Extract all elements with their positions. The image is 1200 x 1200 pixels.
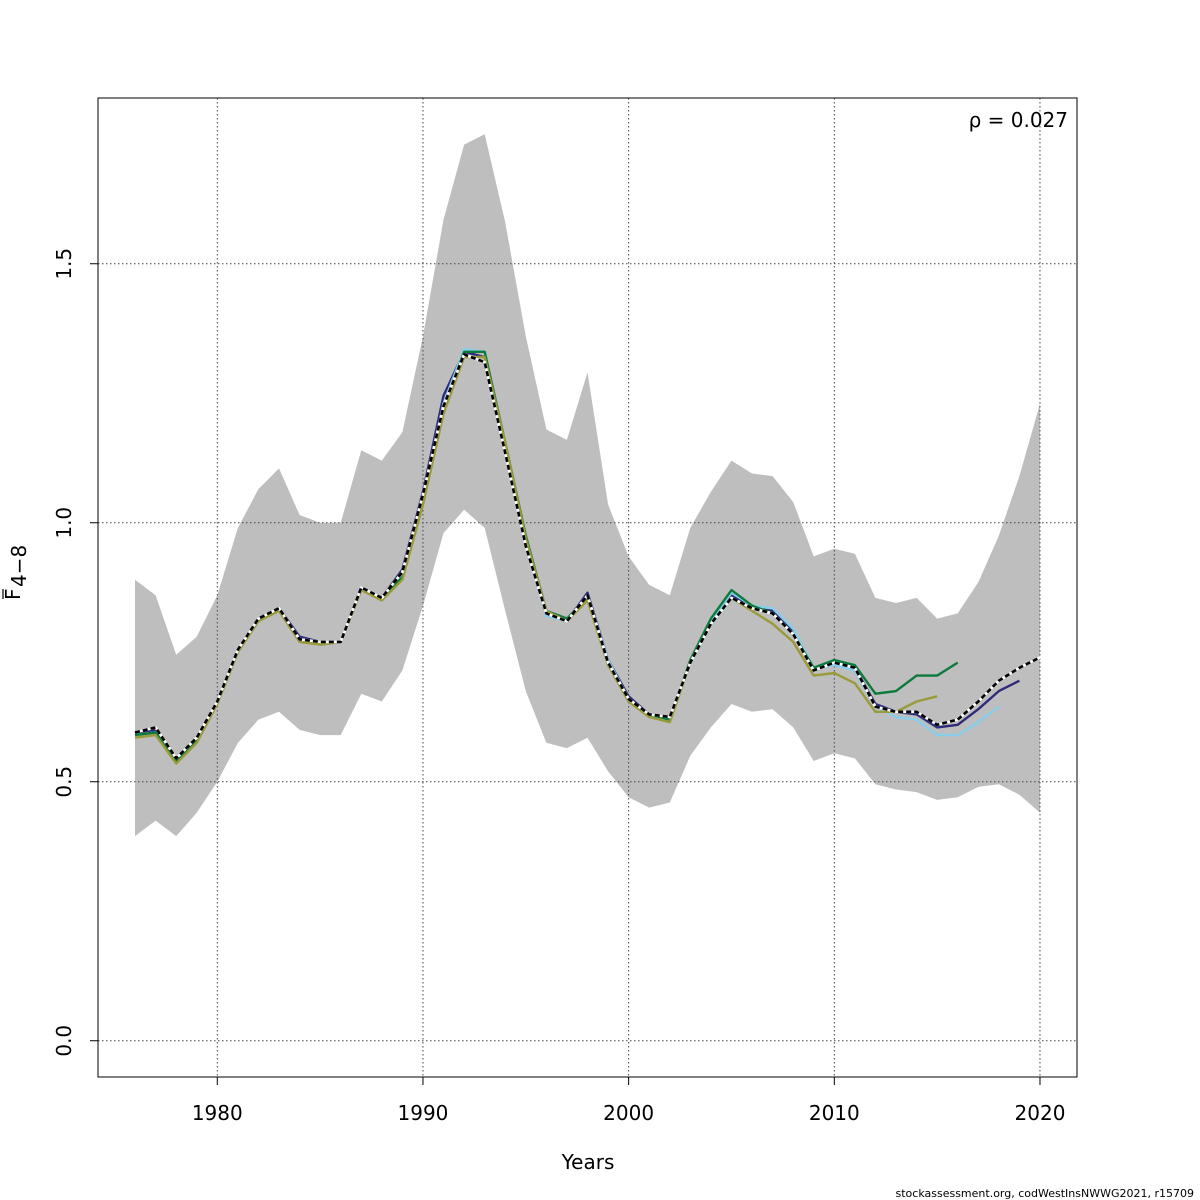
x-axis-title: Years — [561, 1150, 615, 1174]
y-axis-title-subscript: 4−8 — [7, 545, 31, 587]
y-axis-title: F 4−8 — [1, 545, 31, 600]
x-tick-label: 2000 — [603, 1101, 654, 1125]
axis-layer: 1980 1990 2000 2010 2020 0.0 0.5 1.0 1.5 — [52, 248, 1065, 1125]
series-line-main — [134, 353, 1041, 760]
series-layer — [134, 348, 1041, 765]
footer-credit: stockassessment.org, codWestInsNWWG2021,… — [896, 1187, 1195, 1200]
confidence-band-layer — [135, 134, 1040, 837]
y-tick-label: 0.0 — [52, 1025, 76, 1057]
x-tick-label: 1990 — [398, 1101, 449, 1125]
grid-layer — [98, 98, 1077, 1077]
confidence-band — [135, 134, 1040, 837]
x-tick-label: 1980 — [192, 1101, 243, 1125]
series-line-retro — [134, 355, 938, 765]
y-tick-label: 0.5 — [52, 766, 76, 798]
rho-annotation: ρ = 0.027 — [969, 108, 1068, 132]
x-tick-label: 2020 — [1015, 1101, 1066, 1125]
y-tick-label: 1.5 — [52, 248, 76, 280]
plot-frame — [97, 97, 1078, 1078]
x-tick-label: 2010 — [809, 1101, 860, 1125]
y-axis-title-main: F — [1, 588, 25, 600]
y-tick-label: 1.0 — [52, 507, 76, 539]
